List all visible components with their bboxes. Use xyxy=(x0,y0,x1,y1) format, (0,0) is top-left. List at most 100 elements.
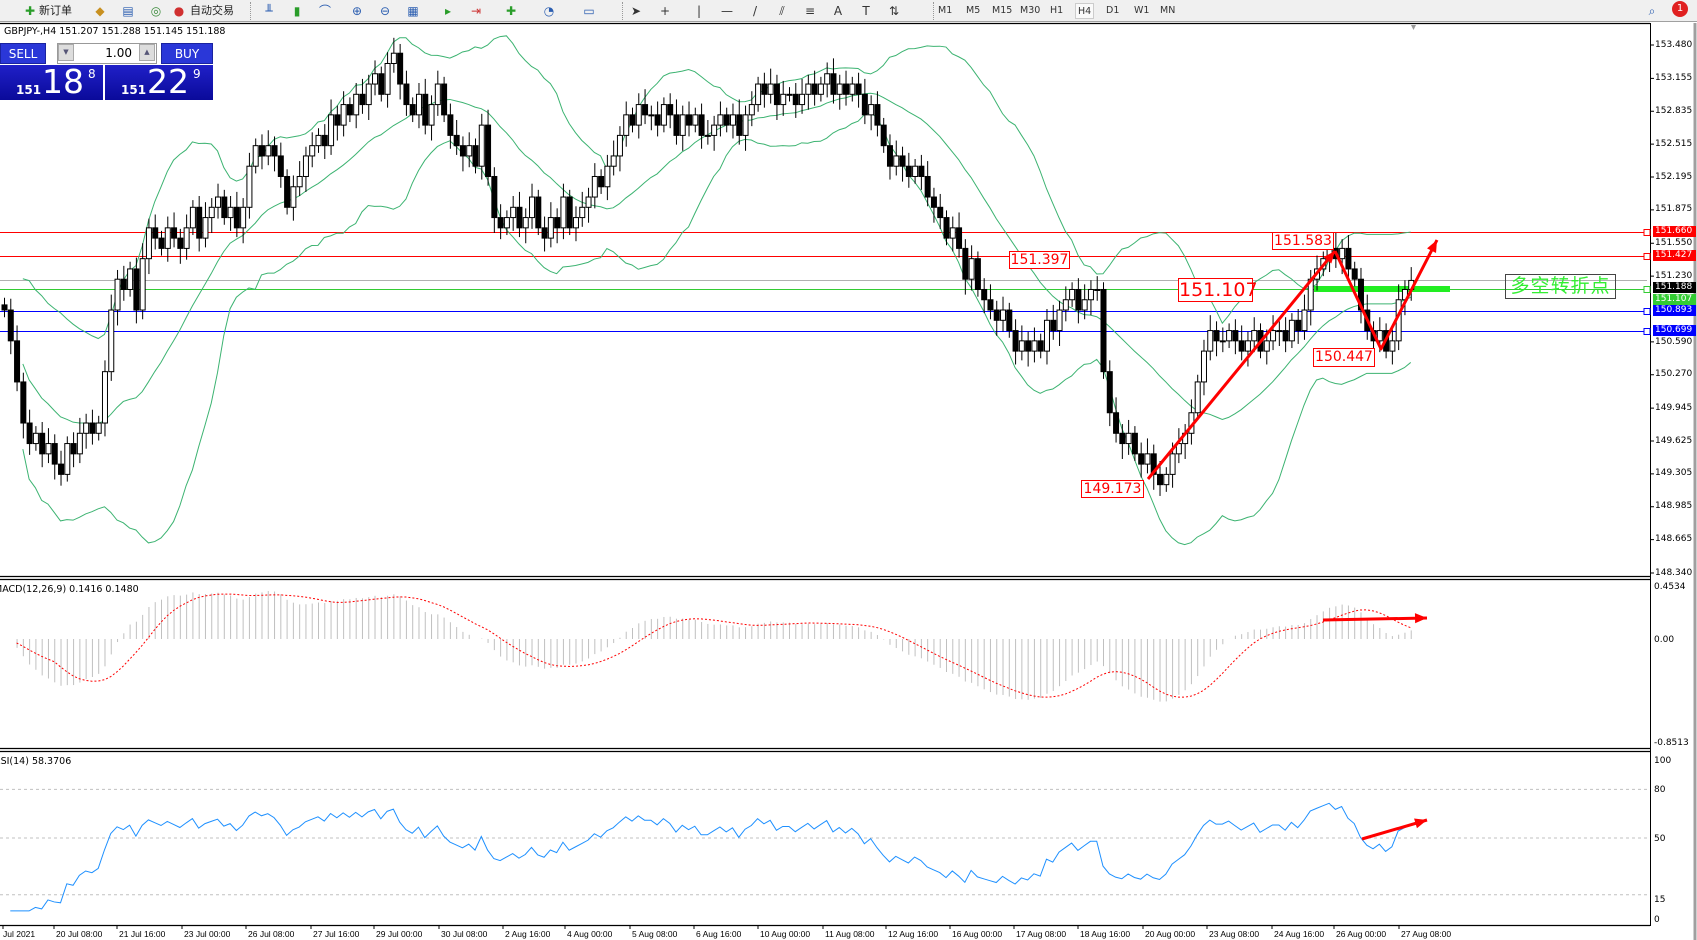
candle xyxy=(843,70,850,106)
candle-body-bear xyxy=(541,227,548,239)
candle-body-bear xyxy=(485,124,492,177)
terminal-icon[interactable]: ▤ xyxy=(122,4,134,18)
candle xyxy=(428,95,435,141)
candle xyxy=(14,325,21,392)
search-icon[interactable]: ⌕ xyxy=(1648,4,1656,18)
candle-body-bear xyxy=(472,145,479,167)
candle xyxy=(1244,331,1251,367)
timeframe-m5[interactable]: M5 xyxy=(966,5,981,16)
text-label-icon[interactable]: T xyxy=(862,4,870,18)
price-tick-label-149.305: 149.305 xyxy=(1655,468,1693,479)
candle xyxy=(886,134,893,180)
candle-body-bear xyxy=(277,155,284,177)
sell-price[interactable]: 151 18 8 xyxy=(0,63,103,100)
candle xyxy=(309,132,316,168)
tile-windows-icon[interactable]: ▦ xyxy=(407,4,419,18)
candle xyxy=(585,187,592,223)
bollinger-lower-band xyxy=(22,112,1412,546)
candle-body-bear xyxy=(271,145,278,157)
metaeditor-icon[interactable]: ◆ xyxy=(95,4,105,18)
candle xyxy=(824,62,831,98)
candle xyxy=(95,415,102,441)
candle xyxy=(415,83,422,129)
bar-chart-icon[interactable]: ╨ xyxy=(265,4,273,18)
candle xyxy=(654,101,661,137)
lot-size-input[interactable]: 1.00 xyxy=(57,43,157,64)
timeframe-m15[interactable]: M15 xyxy=(992,5,1013,16)
candle-body-bull xyxy=(503,217,510,229)
indicators-icon[interactable]: ✚ xyxy=(505,4,517,18)
auto-trading-icon[interactable]: ● xyxy=(173,4,185,18)
candle xyxy=(453,119,460,155)
price-label-151107[interactable]: 151.107 xyxy=(1178,278,1258,302)
level-handle xyxy=(1643,229,1651,236)
arrows-icon[interactable]: ⇅ xyxy=(888,4,900,18)
macd-tick-zero: 0.00 xyxy=(1654,635,1674,645)
timeframe-h1[interactable]: H1 xyxy=(1050,5,1064,16)
candle-body-bull xyxy=(711,124,718,136)
new-order-icon[interactable]: ✚ xyxy=(24,4,36,18)
chart-shift-icon[interactable]: ⇥ xyxy=(470,4,482,18)
templates-icon[interactable]: ▭ xyxy=(583,4,595,18)
candle xyxy=(723,107,730,133)
candle xyxy=(1125,419,1132,455)
candle-body-bear xyxy=(874,104,881,126)
time-tick-label: 5 Aug 08:00 xyxy=(632,929,678,939)
lot-increase-button[interactable]: ▲ xyxy=(139,44,155,61)
candle xyxy=(1270,315,1277,351)
vertical-line-icon[interactable]: | xyxy=(696,4,702,18)
price-label-149173[interactable]: 149.173 xyxy=(1081,480,1144,498)
candle xyxy=(874,91,881,137)
reversal-point-note[interactable]: 多空转折点 xyxy=(1505,274,1616,299)
timeframe-mn[interactable]: MN xyxy=(1160,5,1176,16)
candle-body-bull xyxy=(780,93,787,106)
signals-icon[interactable]: ◎ xyxy=(150,4,162,18)
periods-icon[interactable]: ◔ xyxy=(543,4,555,18)
timeframe-d1[interactable]: D1 xyxy=(1106,5,1120,16)
fibonacci-icon[interactable]: ≡ xyxy=(804,4,816,18)
candle-body-bear xyxy=(158,237,165,249)
timeframe-m1[interactable]: M1 xyxy=(938,5,953,16)
candle-body-bear xyxy=(1157,473,1164,486)
zoom-in-icon[interactable]: ⊕ xyxy=(351,4,363,18)
cursor-icon[interactable]: ➤ xyxy=(630,4,642,18)
candlestick-chart-icon[interactable]: ▮ xyxy=(293,4,301,18)
pullback-reversal-arrow xyxy=(1333,239,1439,351)
zoom-out-icon[interactable]: ⊖ xyxy=(379,4,391,18)
sell-button[interactable]: SELL xyxy=(0,43,46,64)
candle-body-bear xyxy=(516,206,523,229)
price-label-151583[interactable]: 151.583 xyxy=(1272,232,1334,250)
crosshair-icon[interactable]: + xyxy=(659,4,671,18)
price-label-150447[interactable]: 150.447 xyxy=(1313,348,1375,367)
text-icon[interactable]: A xyxy=(833,4,843,18)
equidistant-channel-icon[interactable]: ⫽ xyxy=(779,4,785,18)
candle xyxy=(390,37,397,73)
line-chart-icon[interactable]: ⌒ xyxy=(318,4,331,18)
timeframe-m30[interactable]: M30 xyxy=(1020,5,1041,16)
buy-button[interactable]: BUY xyxy=(161,43,213,64)
candle xyxy=(817,76,824,102)
candle xyxy=(101,360,108,437)
candle-body-bear xyxy=(698,114,705,136)
timeframe-w1[interactable]: W1 xyxy=(1134,5,1150,16)
time-tick-label: 21 Jul 16:00 xyxy=(119,929,166,939)
candle xyxy=(202,202,209,248)
auto-trading-button[interactable]: 自动交易 xyxy=(190,4,234,17)
price-label-151397[interactable]: 151.397 xyxy=(1009,251,1070,269)
timeframe-h4[interactable]: H4 xyxy=(1075,3,1095,19)
auto-scroll-icon[interactable]: ▸ xyxy=(444,4,452,18)
candle xyxy=(397,43,404,100)
candle-body-bear xyxy=(1357,278,1364,311)
candle-body-bear xyxy=(974,258,981,290)
horizontal-line-icon[interactable]: — xyxy=(721,4,733,18)
buy-price[interactable]: 151 22 9 xyxy=(105,63,213,100)
notification-badge[interactable]: 1 xyxy=(1672,1,1688,17)
candle xyxy=(246,152,253,219)
candle xyxy=(604,154,611,201)
trendline-icon[interactable]: / xyxy=(752,4,758,18)
lot-decrease-button[interactable]: ▼ xyxy=(58,44,74,61)
candle-body-bull xyxy=(1169,453,1176,475)
candle-body-bull xyxy=(560,196,567,229)
new-order-button[interactable]: 新订单 xyxy=(39,4,72,17)
